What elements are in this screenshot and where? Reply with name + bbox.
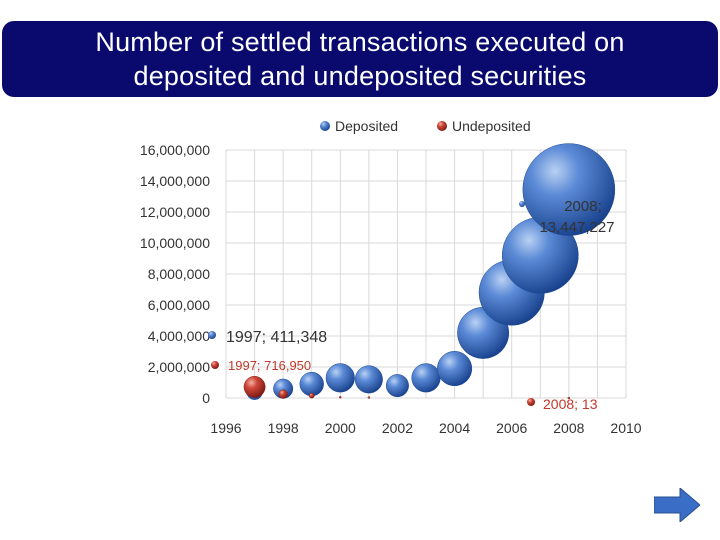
undeposited-bubble <box>243 376 266 398</box>
slide-title-line-1: Number of settled transactions executed … <box>95 27 625 57</box>
y-tick-label: 2,000,000 <box>148 359 210 375</box>
annotation-marker-undeposited-2008 <box>527 398 535 406</box>
legend-marker-undeposited <box>437 121 447 131</box>
y-tick-label: 0 <box>202 390 210 406</box>
y-tick-label: 10,000,000 <box>140 235 210 251</box>
legend-label-undeposited: Undeposited <box>452 118 531 134</box>
x-tick-label: 2008 <box>553 420 584 436</box>
legend-label-deposited: Deposited <box>335 118 398 134</box>
y-tick-label: 8,000,000 <box>148 266 210 282</box>
legend-marker-deposited <box>320 121 330 131</box>
x-tick-label: 2000 <box>325 420 356 436</box>
x-tick-label: 2002 <box>382 420 413 436</box>
right-arrow-icon <box>654 488 700 522</box>
data-label-line-2: 13,447,227 <box>539 219 614 236</box>
x-tick-label: 2010 <box>610 420 641 436</box>
x-tick-label: 2006 <box>496 420 527 436</box>
y-tick-label: 12,000,000 <box>140 204 210 220</box>
undeposited-bubble <box>339 395 342 399</box>
y-tick-label: 14,000,000 <box>140 173 210 189</box>
x-tick-label: 1998 <box>268 420 299 436</box>
slide-title-line-2: deposited and undeposited securities <box>133 61 587 91</box>
x-tick-label: 2004 <box>439 420 470 436</box>
data-label: 2008; <box>564 198 602 215</box>
undeposited-bubble <box>367 396 371 399</box>
data-label: 1997; 716,950 <box>228 358 311 373</box>
annotation-marker-undeposited-1997 <box>211 361 219 369</box>
deposited-bubble <box>299 371 324 397</box>
data-label: 1997; 411,348 <box>226 329 327 346</box>
y-tick-label: 4,000,000 <box>148 328 210 344</box>
x-tick-label: 1996 <box>210 420 241 436</box>
data-label: 2008; 13 <box>543 396 598 412</box>
deposited-bubble <box>385 374 409 398</box>
undeposited-bubble <box>308 392 315 399</box>
chart-data-labels: 1997; 411,348 1997; 716,950 2008; 13,447,22… <box>226 198 615 412</box>
annotation-marker-deposited-1997 <box>208 331 216 339</box>
chart-tick-labels: 0 2,000,000 4,000,000 6,000,000 8,000,000 10,… <box>140 142 642 436</box>
undeposited-bubble <box>567 396 571 400</box>
deposited-bubble <box>354 365 383 394</box>
y-tick-label: 6,000,000 <box>148 297 210 313</box>
deposited-bubble <box>325 363 355 393</box>
deposited-bubble <box>411 363 441 393</box>
chart-bubbles <box>208 143 616 406</box>
slide-title: Number of settled transactions executed … <box>2 21 718 97</box>
next-slide-button[interactable] <box>654 488 700 522</box>
deposited-bubble <box>522 143 616 236</box>
annotation-marker-deposited-2008 <box>519 201 525 207</box>
y-tick-label: 16,000,000 <box>140 142 210 158</box>
undeposited-bubble <box>278 389 288 399</box>
chart-legend: Deposited Undeposited <box>320 118 531 134</box>
deposited-bubble <box>437 351 473 387</box>
